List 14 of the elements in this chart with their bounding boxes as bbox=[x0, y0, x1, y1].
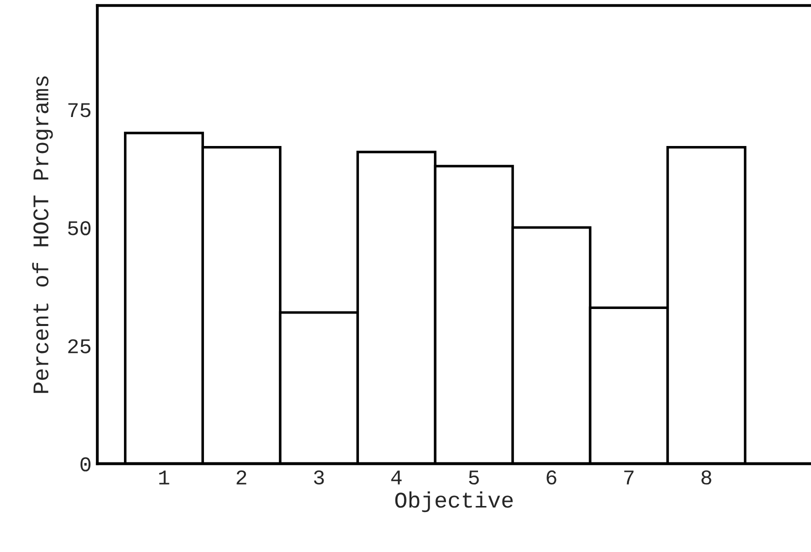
x-tick-label: 4 bbox=[391, 470, 402, 484]
x-tick-label: 6 bbox=[546, 470, 556, 485]
x-tick-label: 8 bbox=[701, 470, 712, 485]
x-axis-title: Objective bbox=[395, 491, 513, 512]
x-tick-label: 5 bbox=[468, 470, 479, 485]
x-tick-label: 7 bbox=[624, 470, 634, 484]
x-tick-label: 2 bbox=[236, 470, 246, 484]
y-tick-label: 0 bbox=[80, 457, 90, 472]
x-tick-label: 1 bbox=[159, 470, 170, 484]
y-axis-title: Percent of HOCT Programs bbox=[32, 76, 53, 393]
y-tick-label: 50 bbox=[68, 221, 90, 236]
x-tick-label: 3 bbox=[314, 470, 324, 485]
y-tick-label: 75 bbox=[68, 103, 90, 118]
y-tick-label: 25 bbox=[68, 339, 90, 354]
